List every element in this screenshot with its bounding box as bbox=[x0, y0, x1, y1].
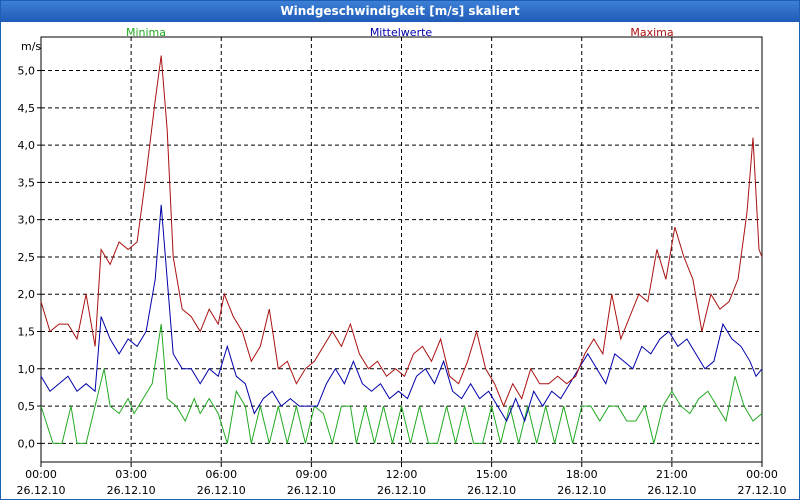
y-tick-label: 3,5 bbox=[18, 176, 36, 189]
x-tick-date-label: 26.12.10 bbox=[377, 484, 426, 497]
x-tick-time-label: 09:00 bbox=[296, 468, 328, 481]
x-tick-time-label: 03:00 bbox=[115, 468, 147, 481]
series-line-minima bbox=[40, 324, 763, 446]
series-line-mittelwerte bbox=[40, 204, 763, 423]
x-tick-time-label: 06:00 bbox=[205, 468, 237, 481]
x-tick-date-label: 26.12.10 bbox=[467, 484, 516, 497]
x-tick-date-label: 26.12.10 bbox=[287, 484, 336, 497]
y-tick-label: 5,0 bbox=[18, 65, 36, 78]
y-axis: 0,0 0,5 1,0 1,5 2,0 2,5 3,0 3,5 4,0 4,5 5,0 bbox=[18, 65, 41, 450]
x-tick-date-label: 27.12.10 bbox=[738, 484, 787, 497]
legend-maxima: Maxima bbox=[630, 26, 673, 39]
x-tick-date-label: 26.12.10 bbox=[557, 484, 606, 497]
x-tick-time-label: 18:00 bbox=[566, 468, 598, 481]
x-tick-time-label: 15:00 bbox=[476, 468, 508, 481]
y-tick-label: 2,0 bbox=[18, 288, 36, 301]
y-tick-label: 4,0 bbox=[18, 139, 36, 152]
legend-mittelwerte: Mittelwerte bbox=[370, 26, 433, 39]
series-lines bbox=[40, 55, 763, 446]
x-tick-date-label: 26.12.10 bbox=[107, 484, 156, 497]
legend-minima: Minima bbox=[126, 26, 166, 39]
x-tick-time-label: 00:00 bbox=[25, 468, 57, 481]
y-tick-label: 0,5 bbox=[18, 400, 36, 413]
y-tick-label: 0,0 bbox=[18, 437, 36, 450]
plot-area: 0,0 0,5 1,0 1,5 2,0 2,5 3,0 3,5 4,0 4,5 5,0 00:00 2… bbox=[1, 22, 799, 499]
x-tick-time-label: 00:00 bbox=[746, 468, 778, 481]
y-tick-label: 1,5 bbox=[18, 326, 36, 339]
y-tick-label: 4,5 bbox=[18, 102, 36, 115]
x-tick-date-label: 26.12.10 bbox=[17, 484, 66, 497]
y-tick-label: 2,5 bbox=[18, 251, 36, 264]
wind-speed-chart: 0,0 0,5 1,0 1,5 2,0 2,5 3,0 3,5 4,0 4,5 5,0 00:00 2… bbox=[17, 26, 787, 497]
x-tick-time-label: 12:00 bbox=[386, 468, 418, 481]
x-axis: 00:00 26.12.10 03:00 26.12.10 06:00 26.12.10 0… bbox=[17, 462, 787, 497]
x-tick-date-label: 26.12.10 bbox=[647, 484, 696, 497]
y-tick-label: 3,0 bbox=[18, 214, 36, 227]
x-tick-date-label: 26.12.10 bbox=[197, 484, 246, 497]
y-tick-label: 1,0 bbox=[18, 363, 36, 376]
x-tick-time-label: 21:00 bbox=[656, 468, 688, 481]
y-axis-label: m/s bbox=[21, 40, 41, 53]
series-line-maxima bbox=[40, 55, 763, 408]
window-title: Windgeschwindigkeit [m/s] skaliert bbox=[1, 1, 799, 22]
